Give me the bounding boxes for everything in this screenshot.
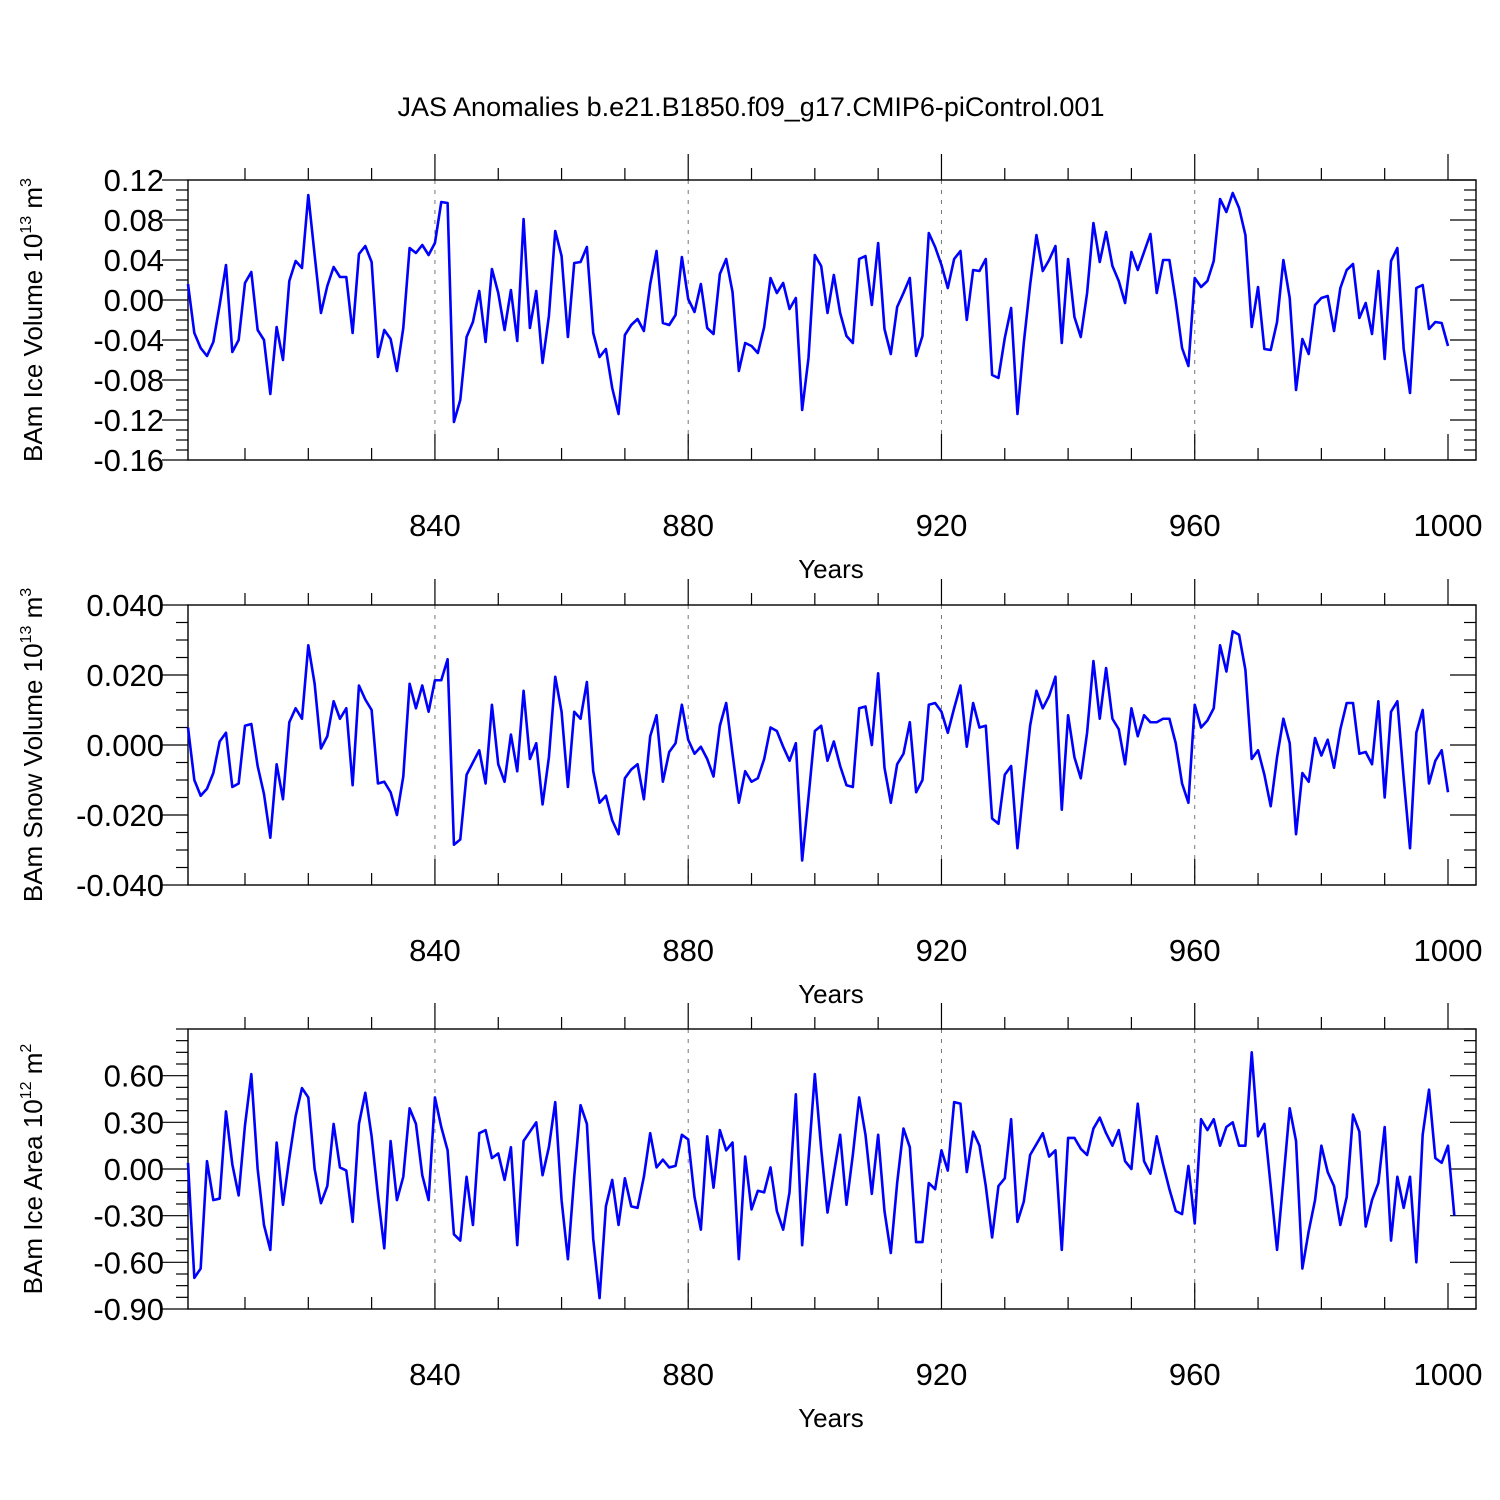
x-tick-label: 920: [916, 1357, 968, 1392]
y-tick-label: 0.020: [86, 658, 164, 693]
y-tick-label: -0.90: [93, 1292, 164, 1327]
y-tick-label: 0.00: [104, 1152, 164, 1187]
x-axis-label: Years: [798, 554, 864, 584]
x-tick-label: 840: [409, 508, 461, 543]
x-axis-label: Years: [798, 1403, 864, 1433]
y-axis-label: BAm Ice Area 1012 m2: [18, 1044, 48, 1295]
y-tick-label: 0.30: [104, 1105, 164, 1140]
x-axis-label: Years: [798, 979, 864, 1009]
y-tick-label: -0.020: [76, 798, 164, 833]
x-tick-label: 960: [1169, 933, 1221, 968]
plot-frame: [187, 1028, 1477, 1310]
y-tick-label: -0.12: [93, 403, 164, 438]
y-axis-label: BAm Snow Volume 1013 m3: [18, 588, 48, 902]
x-tick-label: 960: [1169, 508, 1221, 543]
y-tick-label: -0.08: [93, 363, 164, 398]
y-tick-label: 0.12: [104, 163, 164, 198]
y-tick-label: -0.04: [93, 323, 164, 358]
series-line: [186, 629, 1450, 862]
y-axis-label: BAm Ice Volume 1013 m3: [18, 178, 48, 462]
y-tick-label: 0.08: [104, 203, 164, 238]
y-tick-label: -0.30: [93, 1199, 164, 1234]
chart-title: JAS Anomalies b.e21.B1850.f09_g17.CMIP6-…: [398, 92, 1105, 122]
y-tick-label: 0.000: [86, 728, 164, 763]
y-tick-label: 0.04: [104, 243, 164, 278]
series-line: [186, 191, 1450, 424]
panel-ice-volume: -0.16 -0.12 -0.08 -0.04 0.00 0.04 0.08 0.12 840 8…: [18, 154, 1482, 584]
series-line: [186, 1051, 1456, 1300]
x-tick-label: 920: [916, 508, 968, 543]
x-tick-label: 920: [916, 933, 968, 968]
x-tick-label: 1000: [1414, 933, 1483, 968]
y-tick-label: 0.60: [104, 1059, 164, 1094]
y-tick-label: -0.60: [93, 1245, 164, 1280]
x-tick-label: 960: [1169, 1357, 1221, 1392]
y-tick-label: -0.040: [76, 868, 164, 903]
plot-frame: [187, 179, 1477, 461]
panel-snow-volume: -0.040 -0.020 0.000 0.020 0.040 840 880 920 960 1…: [18, 579, 1482, 1009]
x-tick-label: 1000: [1414, 1357, 1483, 1392]
x-tick-label: 1000: [1414, 508, 1483, 543]
y-tick-label: -0.16: [93, 443, 164, 478]
panel-ice-area: -0.90 -0.60 -0.30 0.00 0.30 0.60 840 880 920 960 1…: [18, 1003, 1482, 1433]
x-tick-label: 840: [409, 1357, 461, 1392]
x-tick-label: 880: [662, 508, 714, 543]
x-tick-label: 880: [662, 1357, 714, 1392]
y-tick-label: 0.040: [86, 588, 164, 623]
y-tick-label: 0.00: [104, 283, 164, 318]
x-tick-label: 840: [409, 933, 461, 968]
x-tick-label: 880: [662, 933, 714, 968]
